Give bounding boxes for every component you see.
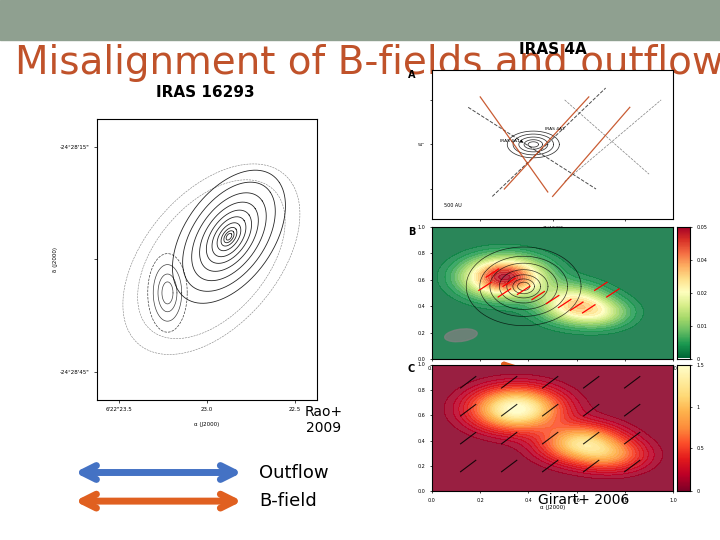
Text: 500 AU: 500 AU <box>444 203 462 208</box>
X-axis label: α (J2000): α (J2000) <box>194 422 220 427</box>
Text: C: C <box>408 364 415 375</box>
Text: Girart+ 2006: Girart+ 2006 <box>538 492 629 507</box>
Text: IRAS 4A2: IRAS 4A2 <box>545 126 565 131</box>
Text: IRAS 4A1▲: IRAS 4A1▲ <box>500 138 523 143</box>
Text: IRAS 16293: IRAS 16293 <box>156 85 254 100</box>
Text: B-field: B-field <box>259 492 317 510</box>
Bar <box>0 0 720 40</box>
Y-axis label: δ (J2000): δ (J2000) <box>53 247 58 272</box>
Text: A: A <box>408 70 415 80</box>
Text: IRAS 4A: IRAS 4A <box>519 42 587 57</box>
Text: Rao+
2009: Rao+ 2009 <box>305 405 343 435</box>
Ellipse shape <box>445 329 477 342</box>
Text: Misalignment of B-fields and outflows: Misalignment of B-fields and outflows <box>15 44 720 82</box>
Text: B: B <box>408 227 415 237</box>
Text: Outflow: Outflow <box>259 463 329 482</box>
X-axis label: α (J2000): α (J2000) <box>540 505 565 510</box>
